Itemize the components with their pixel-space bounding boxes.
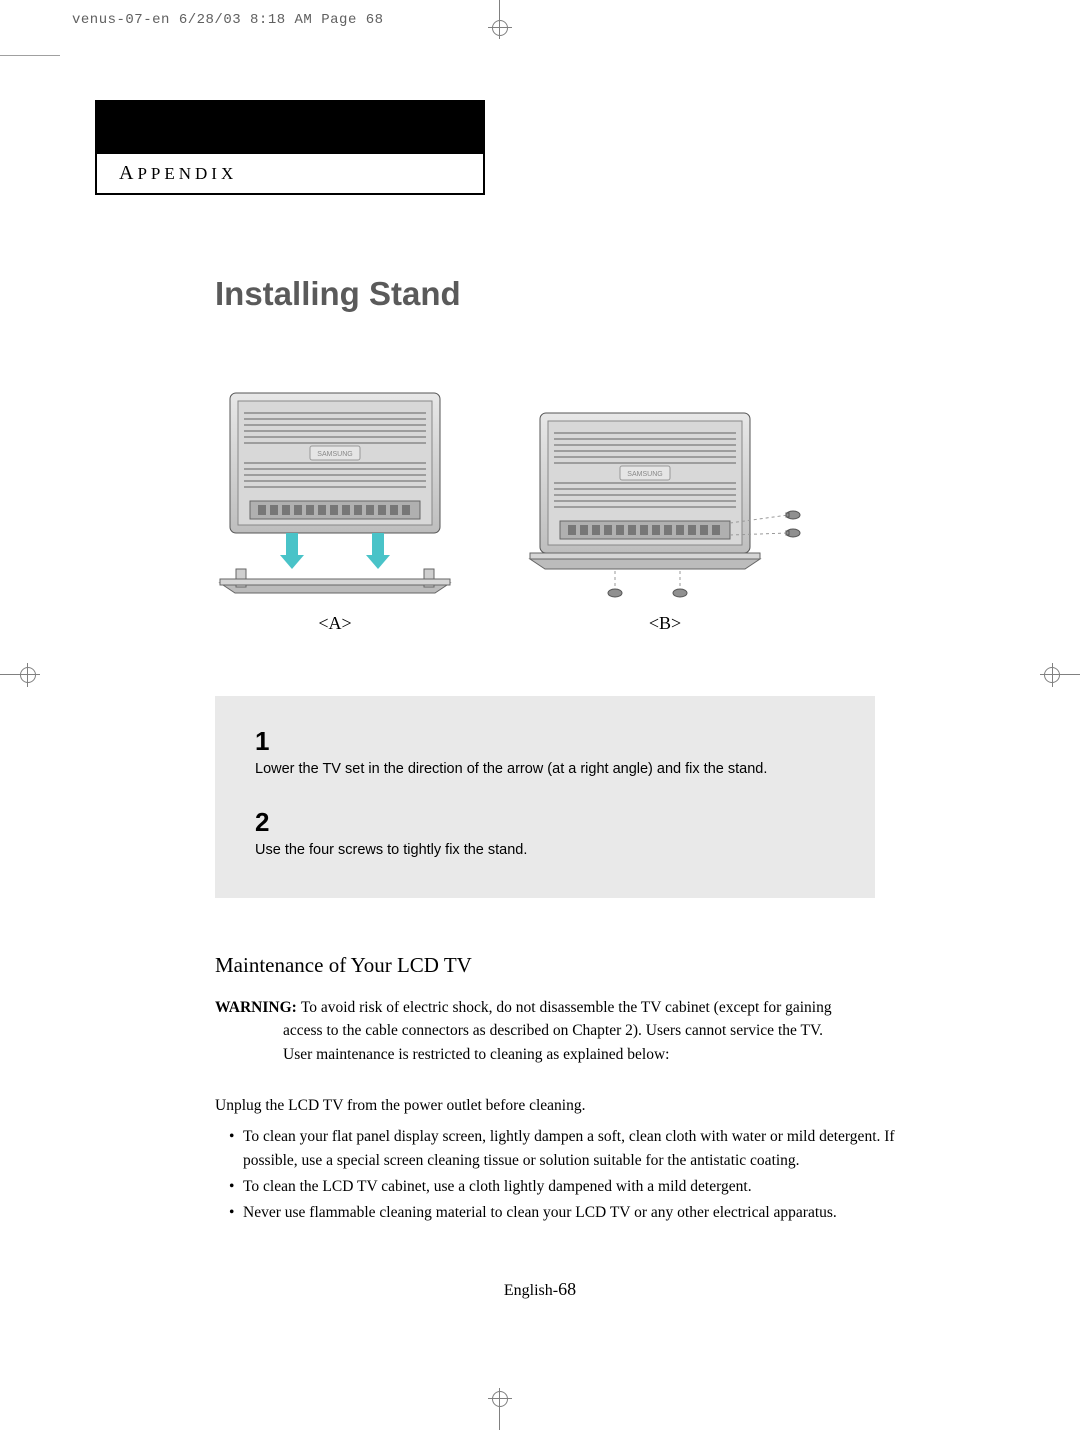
bullet-2: To clean the LCD TV cabinet, use a cloth…	[229, 1175, 925, 1199]
svg-text:SAMSUNG: SAMSUNG	[627, 471, 662, 478]
warning-line-1: To avoid risk of electric shock, do not …	[301, 996, 832, 1019]
crop-mark-left	[0, 660, 45, 690]
figure-b: SAMSUNG <	[520, 403, 810, 634]
crop-line	[0, 55, 60, 56]
figure-b-svg: SAMSUNG	[520, 403, 810, 603]
bullet-1: To clean your flat panel display screen,…	[229, 1125, 925, 1173]
step-1-number: 1	[255, 726, 835, 757]
figure-a-caption: <A>	[210, 613, 460, 634]
print-header: venus-07-en 6/28/03 8:18 AM Page 68	[72, 12, 384, 28]
appendix-label: APPENDIX	[97, 154, 483, 193]
figure-a-svg: SAMSUNG	[210, 383, 460, 603]
appendix-tab: APPENDIX	[95, 100, 485, 195]
step-2-text: Use the four screws to tightly fix the s…	[255, 842, 835, 858]
warning-line-2: access to the cable connectors as descri…	[283, 1019, 925, 1042]
bullet-3: Never use flammable cleaning material to…	[229, 1201, 925, 1225]
page-footer: English-68	[0, 1279, 1080, 1300]
steps-box: 1 Lower the TV set in the direction of t…	[215, 696, 875, 898]
crop-mark-top	[485, 0, 515, 45]
figure-a: SAMSUNG <A>	[210, 383, 460, 634]
warning-line-3: User maintenance is restricted to cleani…	[283, 1043, 925, 1066]
maintenance-section: Maintenance of Your LCD TV WARNING: To a…	[215, 953, 925, 1225]
step-1-text: Lower the TV set in the direction of the…	[255, 761, 835, 777]
crop-mark-bottom	[485, 1385, 515, 1430]
unplug-text: Unplug the LCD TV from the power outlet …	[215, 1094, 925, 1117]
figure-row: SAMSUNG <A>	[210, 383, 885, 634]
svg-text:SAMSUNG: SAMSUNG	[317, 451, 352, 458]
warning-label: WARNING:	[215, 996, 297, 1019]
figure-b-caption: <B>	[520, 613, 810, 634]
step-2-number: 2	[255, 807, 835, 838]
crop-mark-right	[1035, 660, 1080, 690]
maintenance-heading: Maintenance of Your LCD TV	[215, 953, 925, 978]
maintenance-bullets: To clean your flat panel display screen,…	[229, 1125, 925, 1225]
page-title: Installing Stand	[215, 275, 885, 313]
